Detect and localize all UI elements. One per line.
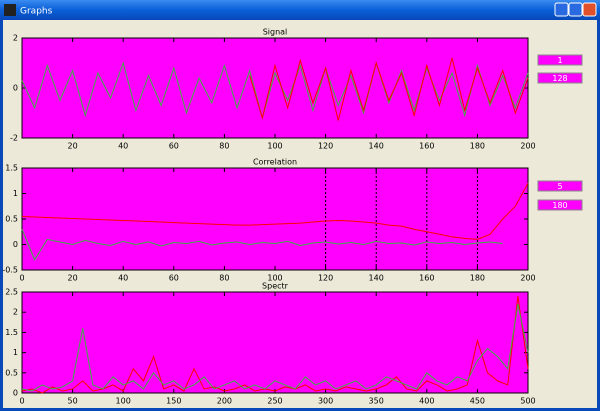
y-tick-label: 0.5	[5, 215, 18, 224]
chart-title: Correlation	[253, 158, 297, 167]
y-tick-label: 0	[13, 240, 18, 249]
x-tick-label: 140	[369, 142, 384, 151]
value-box-text: 5	[557, 182, 562, 191]
x-tick-label: 20	[68, 142, 78, 151]
value-box	[537, 54, 583, 66]
window-border	[0, 20, 3, 411]
value-box	[537, 72, 583, 84]
y-tick-label: 1.5	[5, 328, 18, 337]
y-tick-label: -0.5	[2, 266, 18, 275]
y-tick-label: 2	[13, 308, 18, 317]
y-tick-label: 1	[13, 348, 18, 357]
x-tick-label: 120	[318, 274, 333, 283]
y-tick-label: 2.5	[5, 288, 18, 297]
y-tick-label: 0.5	[5, 368, 18, 377]
y-tick-label: 1	[13, 189, 18, 198]
x-tick-label: 180	[470, 142, 485, 151]
x-tick-label: 140	[369, 274, 384, 283]
x-tick-label: 200	[217, 397, 232, 406]
maximize-button[interactable]	[568, 2, 583, 17]
series-line	[249, 57, 529, 121]
window-title: Graphs	[20, 7, 53, 17]
window-border	[0, 408, 600, 411]
value-box-text: 180	[552, 201, 567, 210]
x-tick-label: 200	[520, 274, 535, 283]
title-bar	[0, 0, 600, 20]
x-tick-label: 100	[116, 397, 131, 406]
plot-area	[21, 37, 529, 139]
x-tick-label: 450	[470, 397, 485, 406]
x-tick-label: 200	[520, 142, 535, 151]
close-button[interactable]	[582, 2, 597, 17]
y-tick-label: 1.5	[5, 164, 18, 173]
x-tick-label: 400	[419, 397, 434, 406]
value-box-text: 128	[552, 74, 567, 83]
x-tick-label: 0	[19, 274, 24, 283]
window-border	[597, 20, 600, 411]
x-tick-label: 80	[219, 142, 229, 151]
chart-title: Spectr	[262, 282, 289, 291]
series-line	[21, 295, 529, 394]
x-tick-label: 20	[68, 274, 78, 283]
y-tick-label: 0	[13, 389, 18, 398]
series-line	[21, 229, 503, 261]
x-tick-label: 350	[369, 397, 384, 406]
x-tick-label: 40	[118, 274, 128, 283]
x-tick-label: 120	[318, 142, 333, 151]
plot-area	[21, 167, 529, 271]
x-tick-label: 40	[118, 142, 128, 151]
value-box-text: 1	[557, 56, 562, 65]
x-tick-label: 160	[419, 274, 434, 283]
x-tick-label: 60	[169, 274, 179, 283]
window-icon	[4, 4, 16, 16]
x-tick-label: 300	[318, 397, 333, 406]
value-box	[537, 199, 583, 211]
x-tick-label: 150	[166, 397, 181, 406]
x-tick-label: 80	[219, 274, 229, 283]
y-tick-label: -2	[10, 134, 18, 143]
x-tick-label: 60	[169, 142, 179, 151]
x-tick-label: 500	[520, 397, 535, 406]
y-tick-label: 2	[13, 34, 18, 43]
plot-area	[21, 291, 529, 394]
x-tick-label: 180	[470, 274, 485, 283]
x-tick-label: 0	[19, 397, 24, 406]
series-line	[21, 183, 529, 240]
x-tick-label: 160	[419, 142, 434, 151]
x-tick-label: 100	[267, 142, 282, 151]
chart-title: Signal	[263, 28, 288, 37]
value-box	[537, 180, 583, 192]
x-tick-label: 250	[267, 397, 282, 406]
x-tick-label: 100	[267, 274, 282, 283]
series-line	[21, 304, 529, 392]
x-tick-label: 50	[68, 397, 78, 406]
minimize-button[interactable]	[554, 2, 569, 17]
y-tick-label: 0	[13, 84, 18, 93]
